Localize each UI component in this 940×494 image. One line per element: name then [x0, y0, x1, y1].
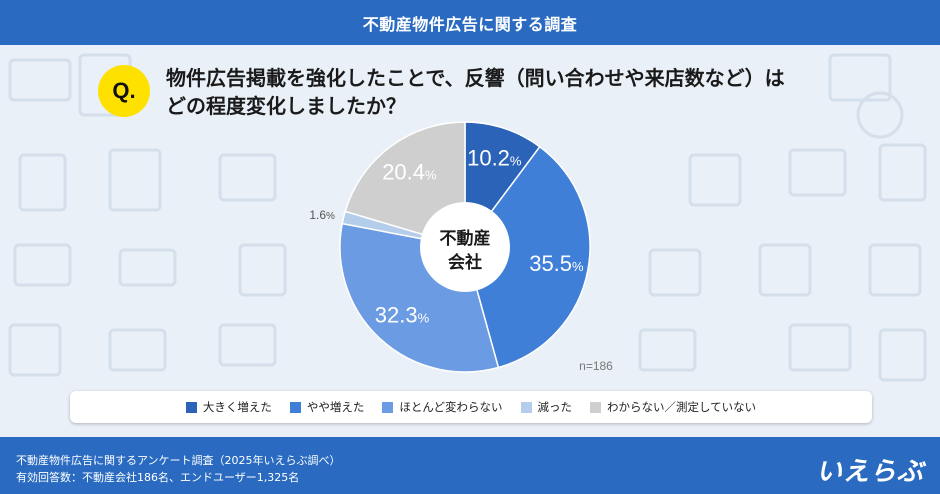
legend-item: ほとんど変わらない — [382, 399, 503, 415]
survey-respondents: 有効回答数：不動産会社186名、エンドユーザー1,325名 — [16, 471, 300, 484]
legend-item: やや増えた — [289, 399, 365, 415]
question-badge-text: Q. — [112, 78, 136, 103]
slice-value-label: 20.4% — [382, 159, 437, 184]
pie-slice — [464, 145, 591, 369]
legend-label: 大きく増えた — [202, 400, 272, 414]
chart-legend: 大きく増えた やや増えた ほとんど変わらない 減った わからない／測定していない — [70, 391, 872, 423]
background-icon-pattern — [8, 53, 927, 382]
question-text: 物件広告掲載を強化したことで、反響（問い合わせや来店数など）は どの程度変化しま… — [166, 64, 866, 120]
question-line-1: 物件広告掲載を強化したことで、反響（問い合わせや来店数など）は — [166, 66, 785, 90]
slice-value-label: 1.6% — [309, 208, 335, 222]
slice-value-label: 32.3% — [375, 302, 430, 327]
brand-logo: いえらぶ — [815, 456, 924, 486]
legend-label: 減った — [537, 400, 573, 414]
legend-item: 減った — [520, 399, 573, 415]
question-badge: Q. — [98, 65, 150, 117]
legend-label: わからない／測定していない — [607, 400, 757, 414]
sample-size-label: n=186 — [579, 359, 613, 373]
legend-label: ほとんど変わらない — [399, 400, 503, 414]
legend-item: 大きく増えた — [185, 399, 272, 415]
pie-center-label: 会社 — [448, 252, 482, 273]
pie-center-label: 不動産 — [440, 228, 491, 249]
legend-swatch — [520, 401, 532, 413]
legend-swatch — [185, 401, 197, 413]
slice-value-label: 35.5% — [529, 251, 584, 276]
page-title: 不動産物件広告に関する調査 — [362, 14, 578, 34]
legend-swatch — [590, 401, 601, 413]
legend-label: やや増えた — [306, 400, 365, 414]
legend-swatch — [289, 401, 301, 413]
question-line-2: どの程度変化しましたか？ — [166, 94, 406, 118]
footer-bar: 不動産物件広告に関するアンケート調査（2025年いえらぶ調べ） 有効回答数：不動… — [0, 437, 940, 494]
legend-swatch — [382, 401, 394, 413]
header-bar: 不動産物件広告に関する調査 — [0, 0, 940, 45]
pie-center-hole — [420, 202, 510, 292]
legend-item: わからない／測定していない — [590, 399, 756, 415]
slice-value-label: 10.2% — [467, 146, 522, 171]
survey-source: 不動産物件広告に関するアンケート調査（2025年いえらぶ調べ） — [16, 454, 341, 467]
